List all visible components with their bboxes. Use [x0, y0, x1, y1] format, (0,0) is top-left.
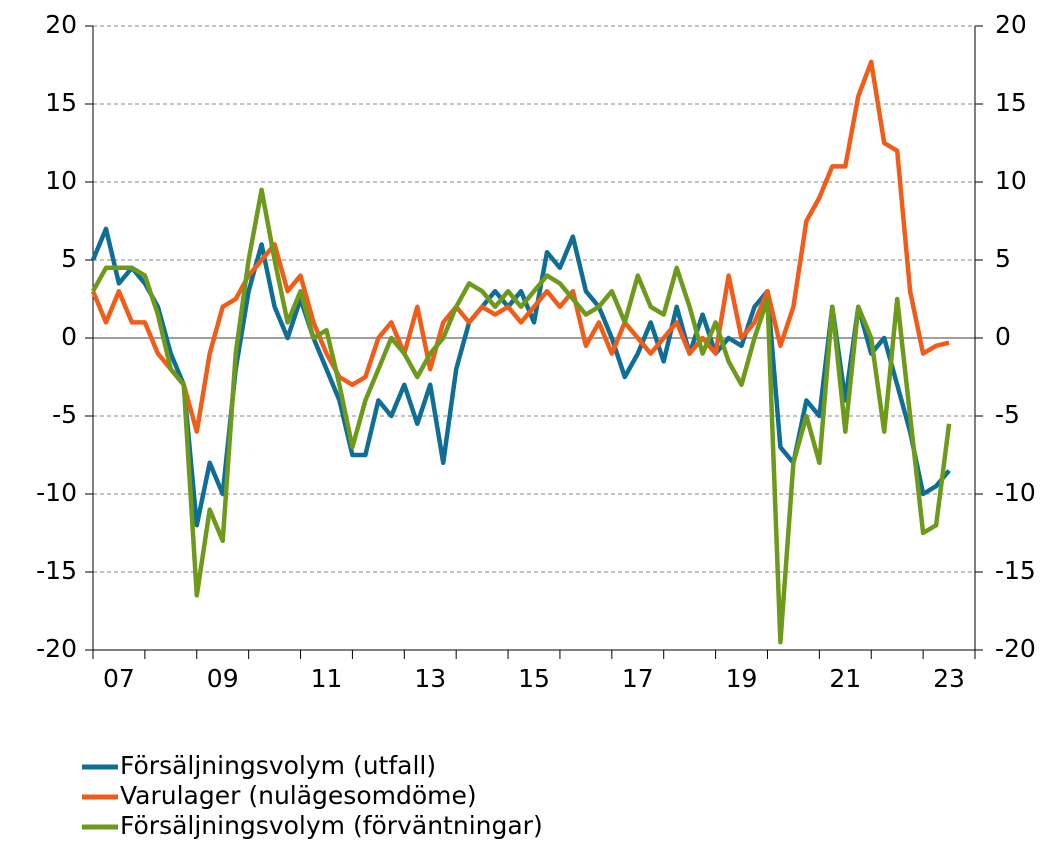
y-tick-label: -10 — [36, 478, 77, 507]
y-tick-label: -20 — [36, 634, 77, 663]
legend-label: Varulager (nulägesomdöme) — [120, 781, 477, 810]
y2-tick-label: -10 — [995, 478, 1036, 507]
x-tick-label: 15 — [518, 664, 550, 693]
x-tick-label: 19 — [726, 664, 758, 693]
y-tick-label: 10 — [45, 166, 77, 195]
series-line — [90, 59, 950, 434]
x-tick-label: 13 — [414, 664, 446, 693]
y2-tick-label: 5 — [995, 244, 1011, 273]
x-tick-label: 07 — [103, 664, 135, 693]
y-tick-label: 20 — [45, 10, 77, 39]
legend-label: Försäljningsvolym (utfall) — [120, 751, 436, 780]
y-tick-label: 15 — [45, 88, 77, 117]
y2-tick-label: -5 — [995, 400, 1020, 429]
y2-tick-label: -15 — [995, 556, 1036, 585]
x-tick-label: 11 — [311, 664, 343, 693]
x-tick-label: 23 — [933, 664, 965, 693]
legend-label: Försäljningsvolym (förväntningar) — [120, 811, 543, 840]
y-tick-label: -15 — [36, 556, 77, 585]
x-tick-label: 17 — [622, 664, 654, 693]
x-tick-label: 09 — [207, 664, 239, 693]
x-tick-label: 21 — [829, 664, 861, 693]
y-tick-label: 0 — [61, 322, 77, 351]
series-line — [91, 187, 952, 645]
y2-tick-label: 20 — [995, 10, 1027, 39]
series-line — [90, 226, 951, 528]
y2-tick-label: 0 — [995, 322, 1011, 351]
y2-tick-label: 15 — [995, 88, 1027, 117]
y2-tick-label: 10 — [995, 166, 1027, 195]
y2-tick-label: -20 — [995, 634, 1036, 663]
y-tick-label: 5 — [61, 244, 77, 273]
y-tick-label: -5 — [52, 400, 77, 429]
